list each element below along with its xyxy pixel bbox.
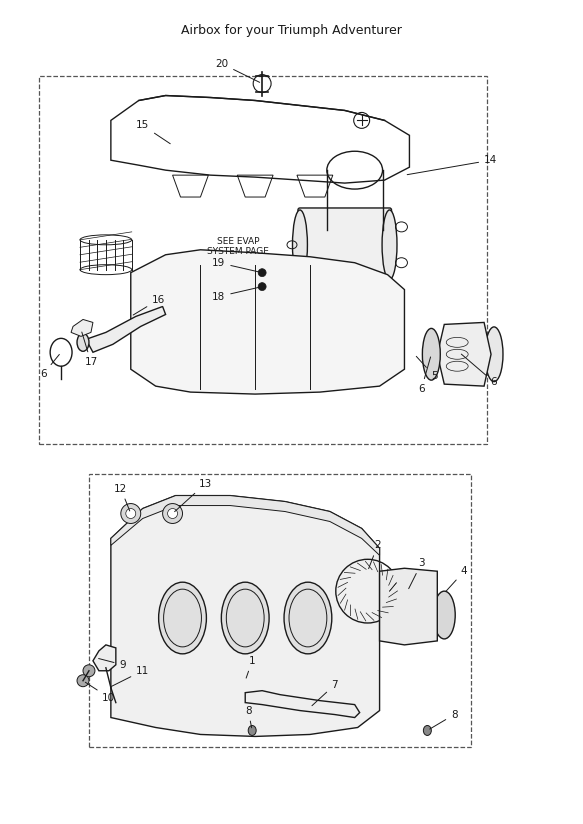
- Text: 17: 17: [82, 332, 97, 368]
- Text: 6: 6: [461, 354, 497, 387]
- Text: 8: 8: [245, 705, 252, 728]
- Text: 20: 20: [215, 59, 259, 82]
- Text: 6: 6: [40, 354, 59, 379]
- Polygon shape: [111, 495, 380, 555]
- Circle shape: [121, 503, 141, 523]
- Ellipse shape: [423, 725, 431, 736]
- Polygon shape: [437, 322, 491, 386]
- Text: 18: 18: [212, 288, 259, 302]
- Circle shape: [258, 269, 266, 277]
- Circle shape: [163, 503, 182, 523]
- Circle shape: [167, 508, 178, 518]
- Text: Airbox for your Triumph Adventurer: Airbox for your Triumph Adventurer: [181, 25, 402, 37]
- Ellipse shape: [382, 210, 397, 279]
- Text: SEE EVAP
SYSTEM PAGE: SEE EVAP SYSTEM PAGE: [208, 237, 269, 256]
- Polygon shape: [380, 569, 437, 645]
- Text: 14: 14: [407, 155, 497, 175]
- Text: 7: 7: [312, 680, 338, 705]
- Ellipse shape: [159, 583, 206, 653]
- Text: 13: 13: [175, 479, 212, 512]
- Polygon shape: [111, 495, 380, 737]
- Ellipse shape: [248, 725, 256, 736]
- Text: 15: 15: [136, 120, 170, 143]
- Text: 16: 16: [133, 294, 165, 315]
- Ellipse shape: [77, 334, 89, 351]
- Polygon shape: [131, 250, 405, 394]
- Text: 1: 1: [246, 656, 255, 678]
- Text: 9: 9: [99, 658, 126, 670]
- Text: 6: 6: [418, 357, 431, 394]
- Text: 5: 5: [416, 356, 438, 382]
- Text: 19: 19: [212, 258, 259, 272]
- Polygon shape: [86, 307, 166, 353]
- Ellipse shape: [284, 583, 332, 653]
- Text: 2: 2: [368, 541, 381, 569]
- Ellipse shape: [433, 591, 455, 639]
- Polygon shape: [245, 691, 360, 718]
- Text: 4: 4: [446, 566, 468, 591]
- Circle shape: [126, 508, 136, 518]
- Ellipse shape: [222, 583, 269, 653]
- Polygon shape: [71, 320, 93, 336]
- Circle shape: [83, 665, 95, 677]
- Text: 8: 8: [430, 709, 458, 729]
- Ellipse shape: [485, 327, 503, 382]
- Circle shape: [258, 283, 266, 291]
- Text: 10: 10: [85, 682, 115, 703]
- Text: 11: 11: [111, 666, 149, 686]
- Ellipse shape: [422, 329, 440, 380]
- Text: 12: 12: [114, 484, 130, 511]
- Circle shape: [77, 675, 89, 686]
- Text: 3: 3: [409, 559, 424, 588]
- FancyBboxPatch shape: [298, 208, 392, 282]
- Polygon shape: [93, 645, 116, 671]
- Ellipse shape: [293, 210, 307, 279]
